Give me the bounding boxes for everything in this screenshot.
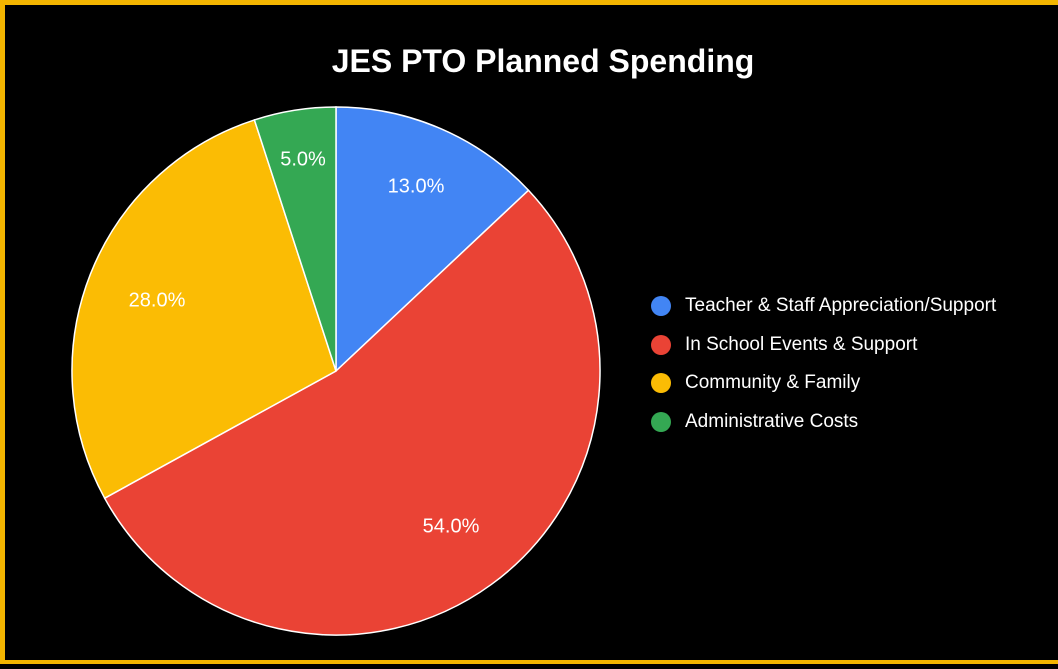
chart-title: JES PTO Planned Spending [331,43,755,79]
legend-swatch [651,411,671,432]
legend-label: Teacher & Staff Appreciation/Support [685,295,997,317]
pie-slice-0[interactable] [335,106,530,373]
pie-slice-2[interactable] [71,118,337,500]
legend-swatch [651,334,671,355]
pie-chart: 13.0% 54.0% 28.0% 5.0% [71,106,601,636]
legend-label: Community & Family [685,372,861,394]
legend-swatch [651,296,671,317]
pie-slice-3[interactable] [253,106,337,372]
legend-item[interactable]: In School Events & Support [651,326,996,365]
legend-swatch [651,373,671,394]
legend-item[interactable]: Community & Family [651,364,996,403]
slice-label-3: 5.0% [280,148,326,170]
pie-slice-1[interactable] [103,189,601,636]
chart-legend: Teacher & Staff Appreciation/Support In S… [651,287,996,441]
legend-label: In School Events & Support [685,333,918,355]
slice-label-0: 13.0% [388,175,445,197]
legend-item[interactable]: Administrative Costs [651,403,996,442]
slice-label-1: 54.0% [423,515,480,537]
slice-label-2: 28.0% [129,289,186,311]
legend-item[interactable]: Teacher & Staff Appreciation/Support [651,287,996,326]
legend-label: Administrative Costs [685,410,859,432]
